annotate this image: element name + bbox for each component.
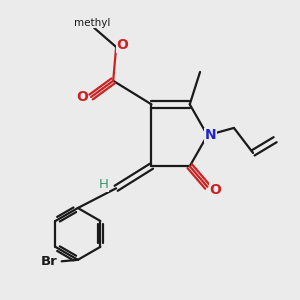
Text: O: O — [210, 183, 222, 197]
Text: H: H — [99, 178, 109, 191]
Text: O: O — [76, 90, 88, 104]
Text: O: O — [117, 38, 129, 52]
Text: methyl: methyl — [74, 17, 111, 28]
Text: N: N — [205, 128, 217, 142]
Text: Br: Br — [41, 255, 58, 268]
